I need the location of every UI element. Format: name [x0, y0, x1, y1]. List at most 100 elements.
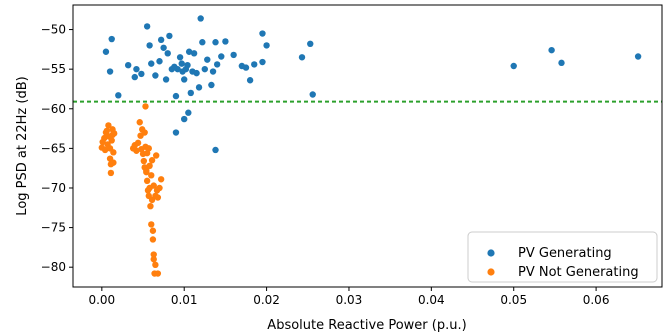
point-pv-generating	[106, 68, 114, 75]
point-pv-generating	[307, 40, 314, 48]
point-pv-not-generating	[146, 162, 153, 169]
point-pv-generating	[558, 59, 565, 67]
point-pv-not-generating	[110, 130, 118, 137]
x-tick-label: 0.01	[171, 293, 198, 307]
point-pv-generating	[204, 56, 211, 63]
legend-box	[467, 231, 658, 283]
point-pv-generating	[133, 65, 140, 73]
point-pv-not-generating	[149, 236, 157, 243]
point-pv-generating	[172, 92, 180, 100]
y-axis-label: Log PSD at 22Hz (dB)	[15, 76, 30, 215]
x-tick-label: 0.03	[336, 293, 363, 307]
point-pv-generating	[108, 35, 115, 43]
point-pv-not-generating	[133, 147, 140, 154]
point-pv-generating	[185, 109, 192, 116]
point-pv-not-generating	[149, 227, 157, 234]
point-pv-not-generating	[101, 134, 108, 142]
point-pv-generating	[197, 15, 204, 22]
x-tick-label: 0.04	[418, 293, 445, 307]
point-pv-not-generating	[136, 119, 143, 126]
plot-area	[73, 15, 662, 277]
point-pv-not-generating	[140, 157, 148, 165]
point-pv-generating	[115, 92, 122, 99]
point-pv-generating	[184, 61, 191, 69]
x-axis: 0.00 0.01 0.02 0.03 0.04 0.05 0.06	[88, 287, 609, 307]
point-pv-generating	[166, 32, 173, 40]
point-pv-generating	[298, 54, 306, 61]
point-pv-not-generating	[148, 172, 155, 179]
point-pv-not-generating	[108, 137, 115, 144]
y-tick-label: −50	[41, 23, 66, 37]
point-pv-not-generating	[148, 221, 155, 228]
point-pv-not-generating	[145, 145, 152, 152]
point-pv-generating	[157, 36, 165, 44]
y-tick-label: −75	[41, 221, 66, 235]
point-pv-generating	[124, 61, 132, 69]
legend-label-pv-generating: PV Generating	[518, 246, 612, 261]
point-pv-generating	[259, 30, 266, 37]
legend-marker-pv-generating	[487, 249, 495, 257]
point-pv-generating	[213, 61, 221, 68]
legend-label-pv-not-generating: PV Not Generating	[518, 265, 639, 280]
point-pv-not-generating	[110, 159, 117, 166]
x-tick-label: 0.00	[88, 293, 115, 307]
point-pv-generating	[131, 73, 138, 81]
point-pv-generating	[156, 58, 163, 65]
point-pv-not-generating	[141, 129, 148, 136]
point-pv-not-generating	[152, 261, 159, 269]
point-pv-not-generating	[150, 251, 157, 258]
point-pv-not-generating	[147, 203, 154, 210]
x-axis-label: Absolute Reactive Power (p.u.)	[267, 318, 466, 333]
point-pv-generating	[199, 39, 206, 46]
point-pv-generating	[309, 91, 316, 98]
point-pv-generating	[148, 60, 155, 67]
point-pv-generating	[251, 61, 258, 68]
point-pv-generating	[246, 77, 254, 84]
point-pv-not-generating	[142, 103, 149, 110]
point-pv-not-generating	[103, 127, 110, 135]
legend: PV Generating PV Not Generating	[467, 231, 658, 283]
point-pv-generating	[146, 42, 153, 49]
point-pv-generating	[138, 70, 145, 78]
y-tick-label: −55	[41, 62, 66, 76]
point-pv-not-generating	[150, 182, 157, 189]
point-pv-generating	[164, 50, 171, 57]
point-pv-generating	[185, 48, 193, 55]
point-pv-generating	[172, 129, 180, 136]
point-pv-generating	[208, 81, 215, 89]
point-pv-generating	[212, 146, 219, 154]
point-pv-not-generating	[134, 139, 142, 147]
point-pv-generating	[181, 76, 188, 83]
x-tick-label: 0.05	[500, 293, 527, 307]
point-pv-not-generating	[105, 122, 112, 129]
point-pv-generating	[152, 72, 159, 79]
point-pv-generating	[212, 39, 219, 46]
point-pv-generating	[548, 46, 555, 54]
y-tick-label: −65	[41, 141, 66, 155]
plot-frame	[72, 4, 663, 288]
point-pv-generating	[181, 115, 188, 123]
point-pv-generating	[263, 42, 270, 49]
point-pv-generating	[162, 76, 170, 83]
point-pv-not-generating	[101, 146, 109, 154]
point-pv-generating	[102, 48, 110, 55]
point-pv-not-generating	[154, 270, 162, 277]
point-pv-generating	[634, 53, 642, 60]
point-pv-generating	[178, 60, 185, 67]
point-pv-generating	[209, 68, 217, 75]
point-pv-generating	[510, 62, 517, 70]
point-pv-not-generating	[156, 184, 163, 192]
point-pv-generating	[195, 84, 203, 91]
legend-marker-pv-not-generating	[487, 268, 495, 276]
y-tick-label: −80	[41, 260, 66, 274]
point-pv-generating	[218, 53, 225, 60]
point-pv-generating	[222, 38, 229, 45]
point-pv-generating	[190, 50, 198, 57]
point-pv-generating	[160, 44, 167, 51]
point-pv-generating	[176, 54, 184, 61]
x-tick-label: 0.06	[583, 293, 610, 307]
y-axis: −50 −55 −60 −65 −70 −75 −80	[41, 23, 73, 274]
point-pv-not-generating	[143, 177, 151, 185]
y-tick-label: −60	[41, 102, 66, 116]
